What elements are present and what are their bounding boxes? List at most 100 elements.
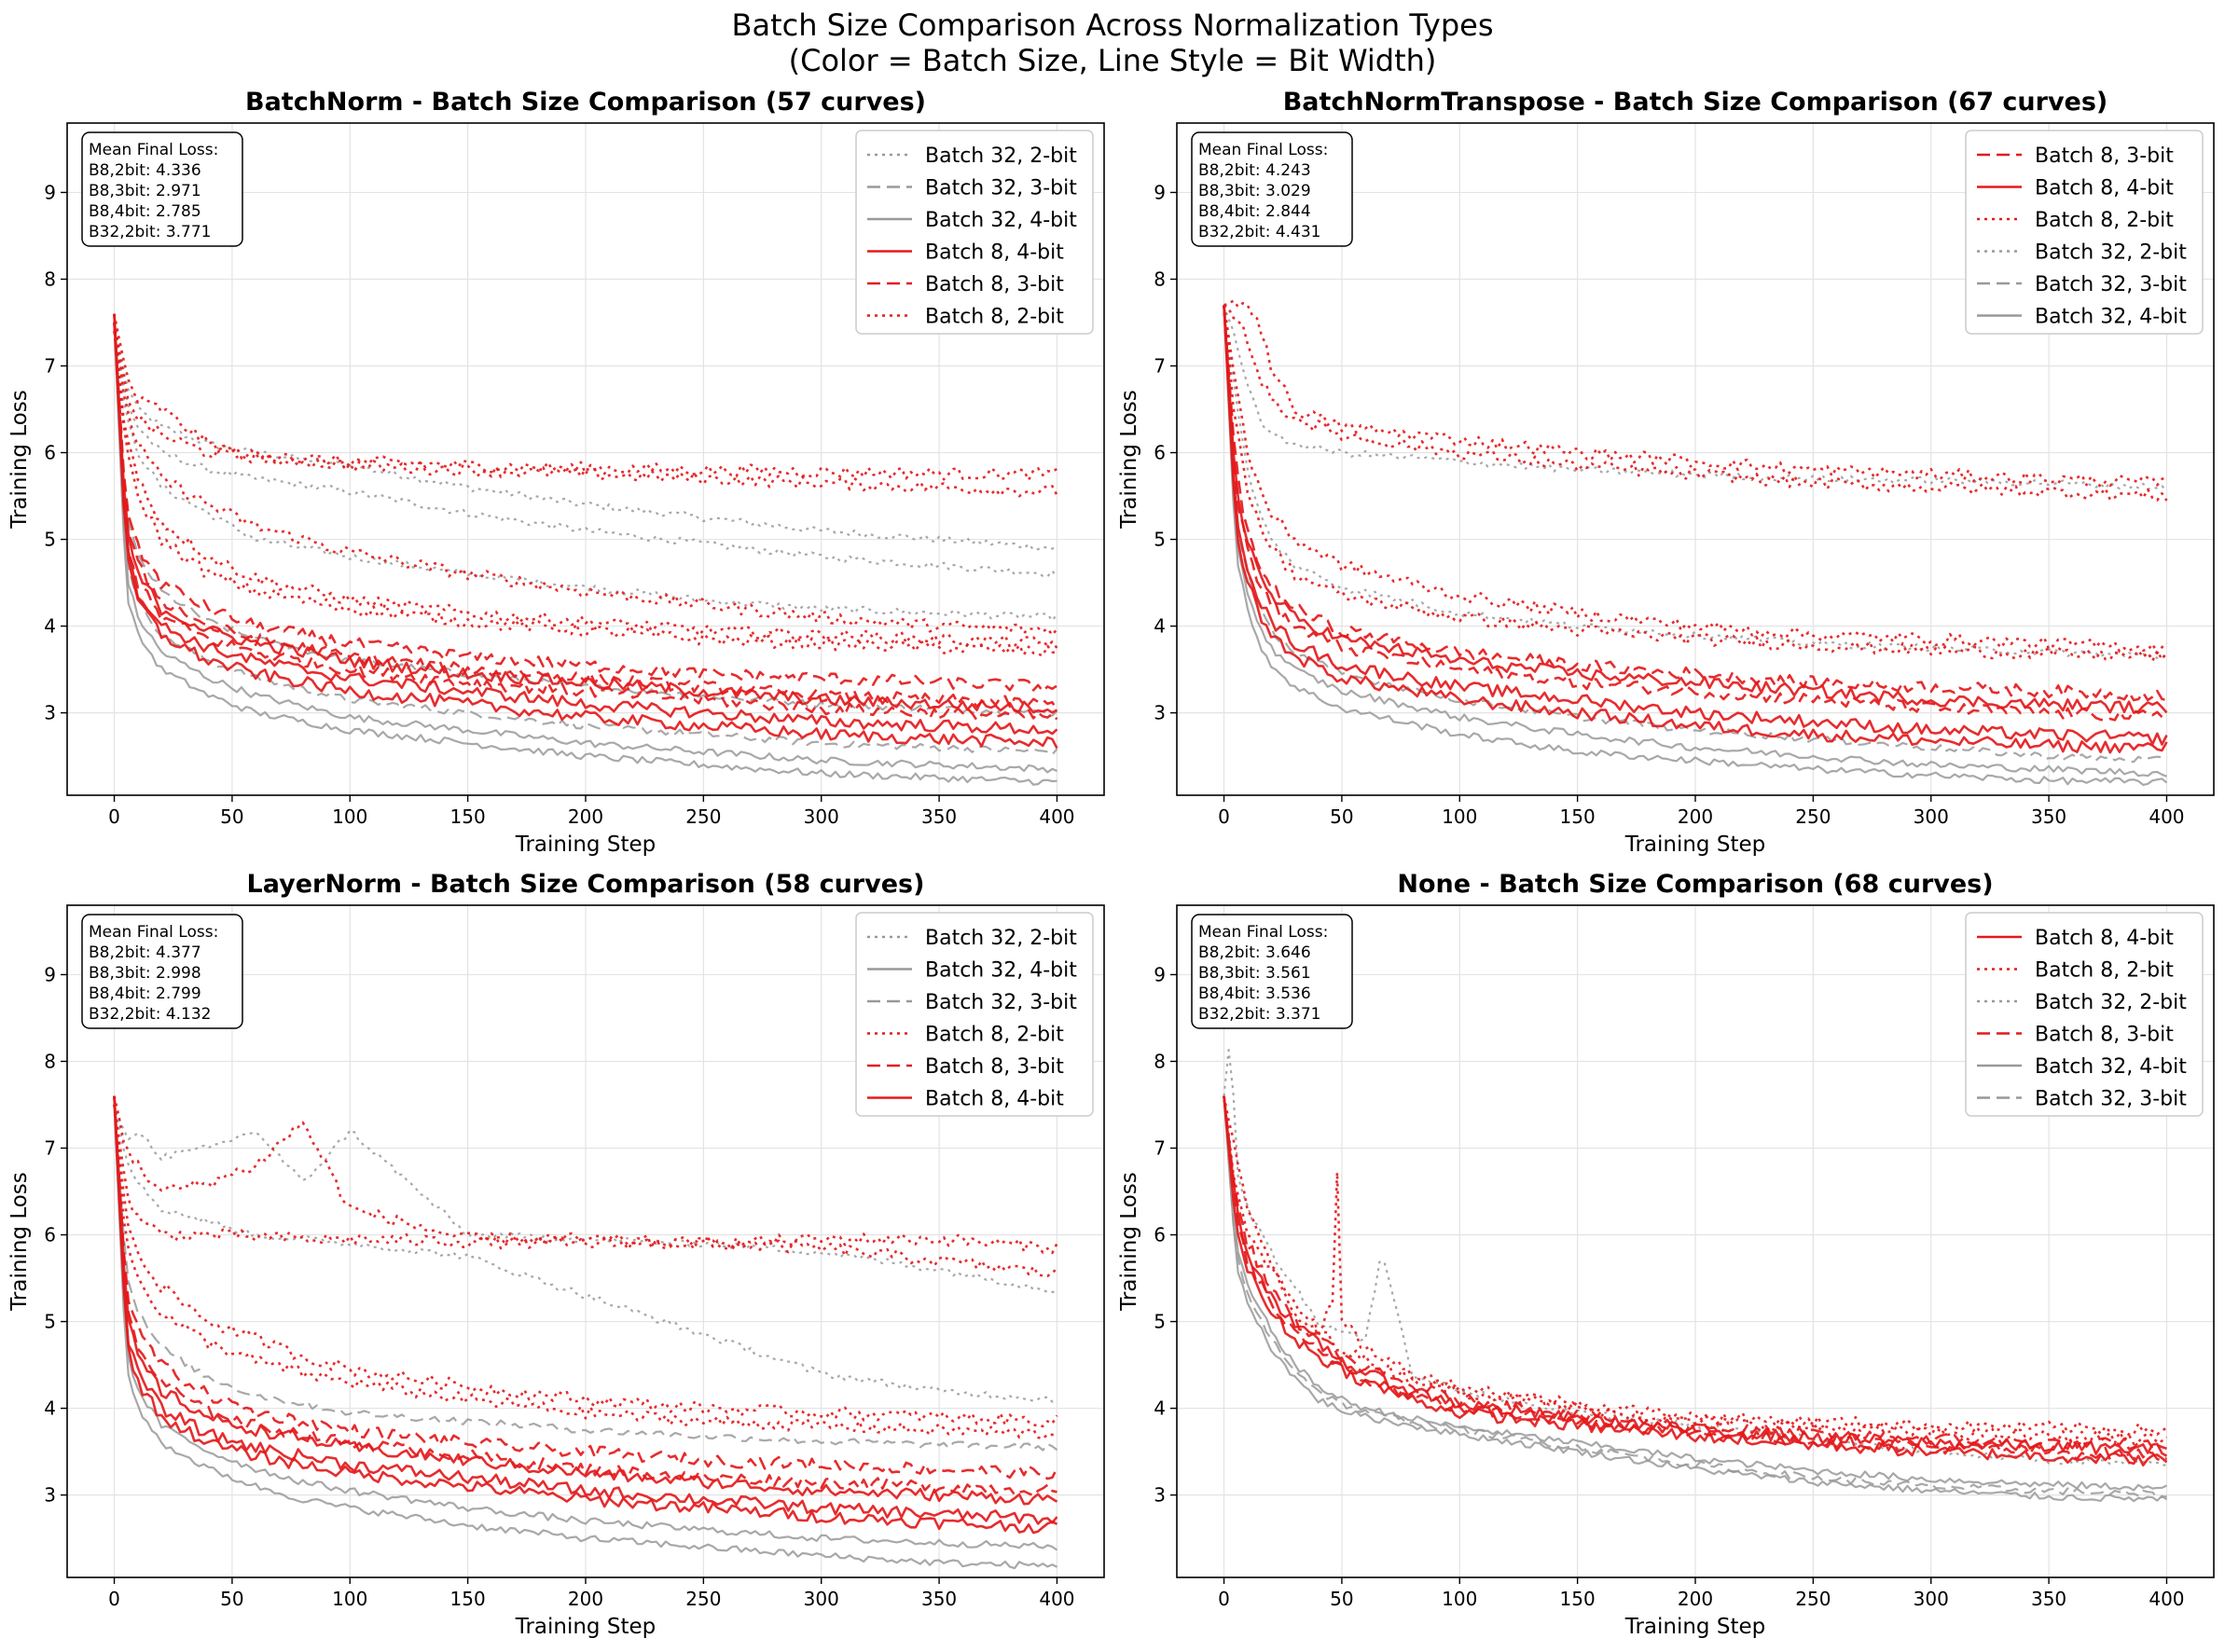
- series-line-b8-2bit: [113, 331, 1058, 649]
- series-line-b8-4bit: [1223, 305, 2168, 754]
- x-tick-label: 100: [332, 805, 367, 828]
- legend-entry: Batch 32, 4-bit: [2035, 306, 2187, 329]
- legend: Batch 8, 4-bit Batch 8, 2-bit Batch 32, 2-…: [1965, 912, 2204, 1117]
- stats-line: B8,4bit: 2.799: [89, 984, 201, 1003]
- y-tick-label: 3: [1154, 1484, 1166, 1507]
- x-tick-label: 0: [108, 805, 120, 828]
- legend-entry: Batch 8, 3-bit: [925, 1055, 1064, 1079]
- y-tick-label: 3: [44, 1484, 56, 1507]
- y-tick-label: 3: [44, 702, 56, 724]
- series-line-b8-4bit: [1223, 305, 2168, 714]
- stats-line: B8,3bit: 2.971: [89, 182, 201, 200]
- x-tick-label: 300: [804, 805, 839, 828]
- chart-title: None - Batch Size Comparison (68 curves): [1397, 870, 1993, 899]
- series-line-b8-4bit: [113, 1095, 1058, 1525]
- stats-box-frame: [1191, 131, 1353, 247]
- stats-line: B8,4bit: 2.785: [89, 202, 201, 221]
- stats-line: B8,3bit: 3.561: [1198, 964, 1311, 983]
- series-line-b8-2bit: [113, 313, 1058, 482]
- stats-box: Mean Final Loss: B8,2bit: 4.336 B8,3bit: 2…: [81, 131, 243, 247]
- series-line-b8-3bit: [113, 1095, 1058, 1480]
- x-tick-label: 150: [450, 1588, 486, 1610]
- y-tick-label: 8: [1154, 1050, 1166, 1072]
- series-line-b8-3bit: [1223, 305, 2167, 702]
- legend-entry: Batch 8, 2-bit: [2035, 959, 2174, 983]
- stats-title: Mean Final Loss:: [89, 923, 218, 942]
- legend-entry: Batch 32, 2-bit: [2035, 241, 2187, 265]
- legend-entry: Batch 32, 2-bit: [925, 927, 1077, 950]
- stats-line: B32,2bit: 3.771: [89, 223, 212, 241]
- legend-entry: Batch 32, 2-bit: [2035, 991, 2187, 1014]
- legend-entry: Batch 32, 4-bit: [925, 959, 1077, 983]
- x-tick-label: 200: [568, 1588, 603, 1610]
- x-tick-label: 100: [1442, 1588, 1477, 1610]
- y-tick-label: 5: [44, 529, 56, 551]
- series-group: [113, 313, 1058, 786]
- y-tick-label: 5: [44, 1311, 56, 1333]
- legend: Batch 32, 2-bit Batch 32, 4-bit Batch 32, …: [855, 912, 1094, 1117]
- x-tick-label: 250: [1795, 805, 1831, 828]
- x-axis-label: Training Step: [1624, 833, 1765, 857]
- x-tick-label: 200: [1678, 1588, 1713, 1610]
- stats-line: B8,2bit: 4.336: [89, 161, 201, 180]
- y-tick-label: 5: [1154, 1311, 1166, 1333]
- y-tick-label: 4: [44, 1397, 56, 1420]
- y-tick-label: 7: [44, 1136, 56, 1159]
- series-line-b32-4bit: [113, 1104, 1057, 1570]
- legend: Batch 32, 2-bit Batch 32, 3-bit Batch 32, …: [855, 130, 1094, 335]
- y-tick-label: 4: [44, 615, 56, 638]
- series-line-b32-4bit: [113, 322, 1057, 786]
- series-line-b32-2bit: [1223, 1049, 2167, 1466]
- series-line-b8-4bit: [113, 1095, 1058, 1506]
- series-line-b8-4bit: [113, 313, 1058, 736]
- x-tick-label: 400: [1039, 1588, 1074, 1610]
- x-tick-label: 200: [1678, 805, 1713, 828]
- legend-entry: Batch 32, 3-bit: [2035, 273, 2187, 296]
- y-axis-label: Training Loss: [1117, 390, 1141, 530]
- series-line-b8-4bit: [113, 313, 1058, 750]
- series-line-b32-3bit: [113, 1104, 1058, 1452]
- legend-entry: Batch 8, 2-bit: [2035, 209, 2174, 232]
- x-tick-label: 0: [108, 1588, 120, 1610]
- stats-line: B8,3bit: 2.998: [89, 964, 201, 983]
- legend-entry: Batch 8, 4-bit: [925, 1088, 1064, 1111]
- x-tick-label: 150: [450, 805, 486, 828]
- chart-panel-2: BatchNormTranspose - Batch Size Comparis…: [1117, 88, 2215, 857]
- series-line-b32-3bit: [1223, 305, 2167, 764]
- x-tick-label: 350: [921, 1588, 957, 1610]
- x-tick-label: 150: [1560, 1588, 1596, 1610]
- series-line-b32-2bit: [1223, 305, 2167, 659]
- x-axis-label: Training Step: [515, 1615, 656, 1639]
- x-tick-label: 100: [1442, 805, 1477, 828]
- stats-line: B8,2bit: 4.243: [1198, 161, 1311, 180]
- series-line-b32-4bit: [1223, 1095, 2167, 1492]
- series-line-b8-2bit: [1223, 1095, 2168, 1436]
- legend-frame: [855, 130, 1094, 335]
- x-tick-label: 250: [685, 1588, 721, 1610]
- y-tick-label: 9: [44, 181, 56, 203]
- y-tick-label: 9: [1154, 181, 1166, 203]
- y-tick-label: 8: [44, 268, 56, 290]
- x-axis-label: Training Step: [515, 833, 656, 857]
- y-axis-label: Training Loss: [7, 1172, 32, 1312]
- x-tick-label: 350: [2031, 1588, 2066, 1610]
- legend-entry: Batch 8, 4-bit: [925, 241, 1064, 265]
- x-tick-label: 250: [685, 805, 721, 828]
- x-tick-label: 250: [1795, 1588, 1831, 1610]
- y-tick-label: 8: [44, 1050, 56, 1072]
- y-tick-label: 6: [44, 442, 56, 464]
- figure-title-line-1: Batch Size Comparison Across Normalizati…: [731, 7, 1494, 43]
- x-tick-label: 50: [220, 1588, 243, 1610]
- stats-line: B8,4bit: 2.844: [1198, 202, 1311, 221]
- series-line-b8-4bit: [1223, 305, 2168, 746]
- series-line-b32-2bit: [113, 1104, 1057, 1294]
- series-group: [1223, 1049, 2168, 1503]
- chart-panel-3: LayerNorm - Batch Size Comparison (58 cu…: [7, 870, 1105, 1639]
- series-line-b32-3bit: [113, 322, 1058, 717]
- legend-entry: Batch 8, 3-bit: [2035, 1024, 2174, 1047]
- y-tick-label: 9: [44, 963, 56, 985]
- y-tick-label: 6: [1154, 1224, 1166, 1246]
- legend-entry: Batch 32, 4-bit: [2035, 1055, 2187, 1079]
- y-tick-label: 4: [1154, 1397, 1166, 1420]
- x-tick-label: 400: [1039, 805, 1074, 828]
